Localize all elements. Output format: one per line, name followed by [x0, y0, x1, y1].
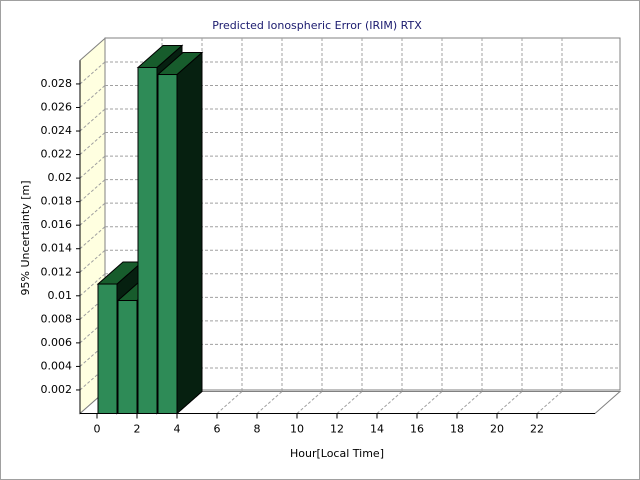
- x-tick-label: 22: [530, 423, 544, 436]
- bar-front: [137, 66, 158, 414]
- grid-line: [296, 391, 323, 414]
- grid-line: [496, 391, 523, 414]
- x-tick-label: 16: [410, 423, 424, 436]
- x-tick-label: 8: [254, 423, 261, 436]
- y-tick-label: 0.028: [41, 77, 73, 90]
- y-tick-label: 0.006: [41, 336, 73, 349]
- grid-line: [79, 226, 106, 250]
- y-tick-label: 0.008: [41, 312, 73, 325]
- grid-line: [79, 132, 106, 155]
- y-axis-label: 95% Uncertainty [m]: [19, 180, 32, 295]
- x-tick-label: 6: [214, 423, 221, 436]
- x-tick-label: 4: [174, 423, 181, 436]
- bar-front: [157, 74, 178, 415]
- bar-front: [117, 300, 138, 414]
- y-tick-label: 0.002: [41, 383, 73, 396]
- grid-line: [79, 155, 106, 179]
- y-tick-label: 0.022: [41, 148, 73, 161]
- grid-line: [79, 108, 106, 132]
- grid-line: [416, 391, 443, 414]
- x-tick-label: 0: [94, 423, 101, 436]
- bar: [156, 51, 204, 415]
- grid-line: [79, 249, 106, 273]
- x-tick-label: 14: [370, 423, 384, 436]
- bar-front: [97, 283, 118, 414]
- grid-line: [79, 85, 106, 108]
- chart-title: Predicted Ionospheric Error (IRIM) RTX: [212, 19, 422, 32]
- x-tick-label: 12: [330, 423, 344, 436]
- grid-line: [79, 273, 106, 297]
- grid-line: [79, 179, 106, 203]
- y-tick-label: 0.004: [41, 359, 73, 372]
- y-tick-label: 0.01: [48, 289, 73, 302]
- x-axis-label: Hour[Local Time]: [290, 447, 384, 460]
- x-tick-label: 18: [450, 423, 464, 436]
- y-tick-label: 0.024: [41, 124, 73, 137]
- x-tick-label: 20: [490, 423, 504, 436]
- y-tick-label: 0.018: [41, 195, 73, 208]
- x-tick-label: 10: [290, 423, 304, 436]
- grid-line: [336, 391, 363, 414]
- grid-line: [216, 391, 243, 414]
- grid-line: [376, 391, 403, 414]
- grid-line: [79, 61, 106, 85]
- y-tick-label: 0.026: [41, 100, 73, 113]
- grid-line: [456, 391, 483, 414]
- grid-line: [536, 391, 563, 414]
- x-tick-label: 2: [134, 423, 141, 436]
- grid-line: [256, 391, 283, 414]
- y-tick-label: 0.016: [41, 218, 73, 231]
- grid-line: [79, 202, 106, 226]
- bar-side: [176, 51, 203, 415]
- y-tick-label: 0.012: [41, 265, 73, 278]
- y-tick-label: 0.02: [48, 171, 73, 184]
- y-tick-label: 0.014: [41, 242, 73, 255]
